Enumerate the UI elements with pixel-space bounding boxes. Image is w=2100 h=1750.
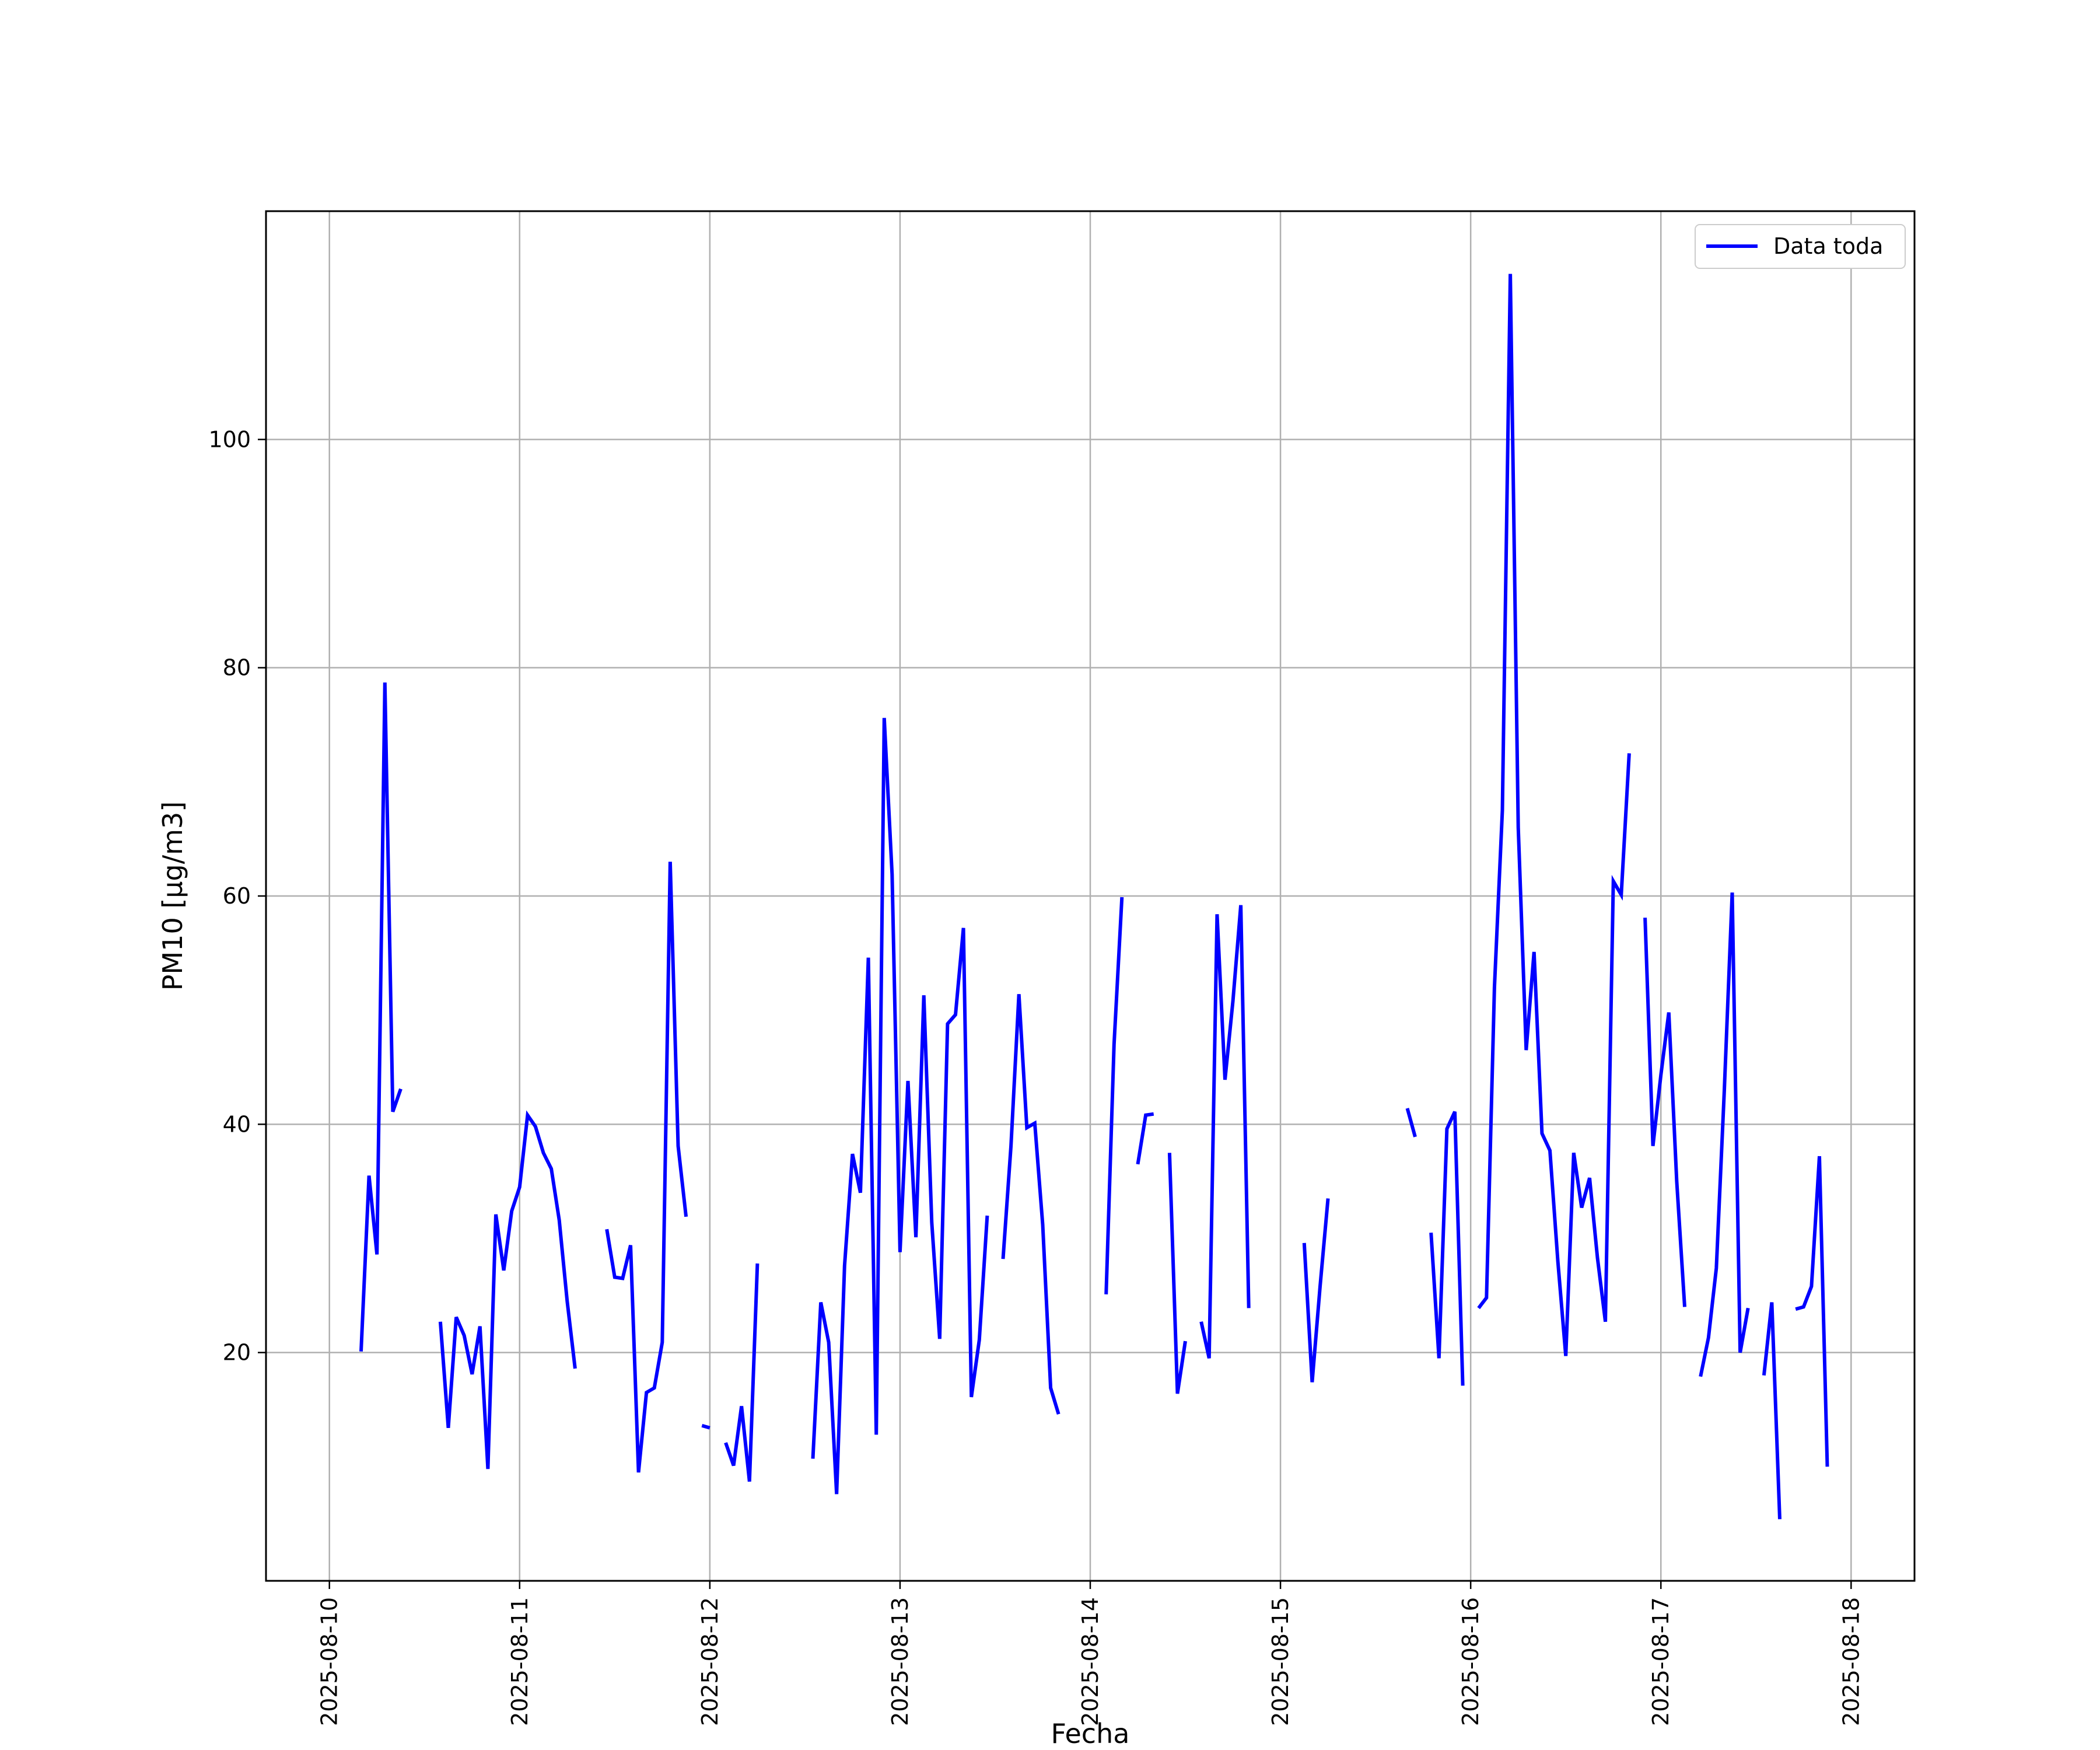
series-line-segment <box>1405 1108 1417 1138</box>
series-line-segment <box>1429 1111 1465 1386</box>
series-line-segment <box>1199 905 1251 1359</box>
series-line-segment <box>1104 897 1124 1294</box>
series-line-segment <box>1167 1153 1187 1394</box>
y-tick-label: 20 <box>223 1340 251 1366</box>
series-line-segment <box>1302 1198 1330 1382</box>
x-tick-label: 2025-08-10 <box>317 1597 342 1726</box>
series-line-segment <box>1643 918 1686 1307</box>
y-axis-ticks: 20 40 60 80 100 <box>208 426 266 1366</box>
grid-lines <box>266 211 1915 1581</box>
x-tick-label: 2025-08-11 <box>507 1597 533 1726</box>
series-line-segment <box>1001 994 1060 1415</box>
series-line-segment <box>1762 1302 1782 1520</box>
x-tick-label: 2025-08-14 <box>1077 1597 1103 1726</box>
y-tick-label: 40 <box>223 1111 251 1137</box>
x-tick-label: 2025-08-18 <box>1838 1597 1864 1726</box>
series-line-segment <box>359 682 402 1352</box>
x-tick-label: 2025-08-17 <box>1648 1597 1674 1726</box>
series-line-segment <box>1136 1112 1154 1165</box>
series-line-segment <box>605 862 688 1473</box>
y-tick-label: 100 <box>208 426 251 452</box>
series-line-segment <box>1477 274 1631 1356</box>
y-tick-label: 80 <box>223 655 251 681</box>
legend-box <box>1695 224 1906 269</box>
x-tick-label: 2025-08-16 <box>1458 1597 1483 1726</box>
series-line-segment <box>1795 1156 1829 1467</box>
y-tick-label: 60 <box>223 883 251 909</box>
series-line-segment <box>1699 892 1750 1377</box>
x-tick-label: 2025-08-15 <box>1268 1597 1293 1726</box>
x-axis-ticks: 2025-08-10 2025-08-11 2025-08-12 2025-08-13… <box>317 1581 1864 1726</box>
legend: Data toda <box>1695 224 1906 269</box>
legend-label: Data toda <box>1773 233 1883 259</box>
x-tick-label: 2025-08-12 <box>697 1597 723 1726</box>
series-line-segment <box>724 1263 760 1482</box>
y-axis-label: PM10 [μg/m3] <box>157 802 188 991</box>
data-series <box>359 274 1829 1520</box>
series-line-segment <box>811 718 989 1494</box>
series-line-segment <box>438 1110 577 1469</box>
x-axis-label: Fecha <box>1051 1718 1130 1749</box>
x-tick-label: 2025-08-13 <box>887 1597 913 1726</box>
series-line-segment <box>701 1424 710 1430</box>
